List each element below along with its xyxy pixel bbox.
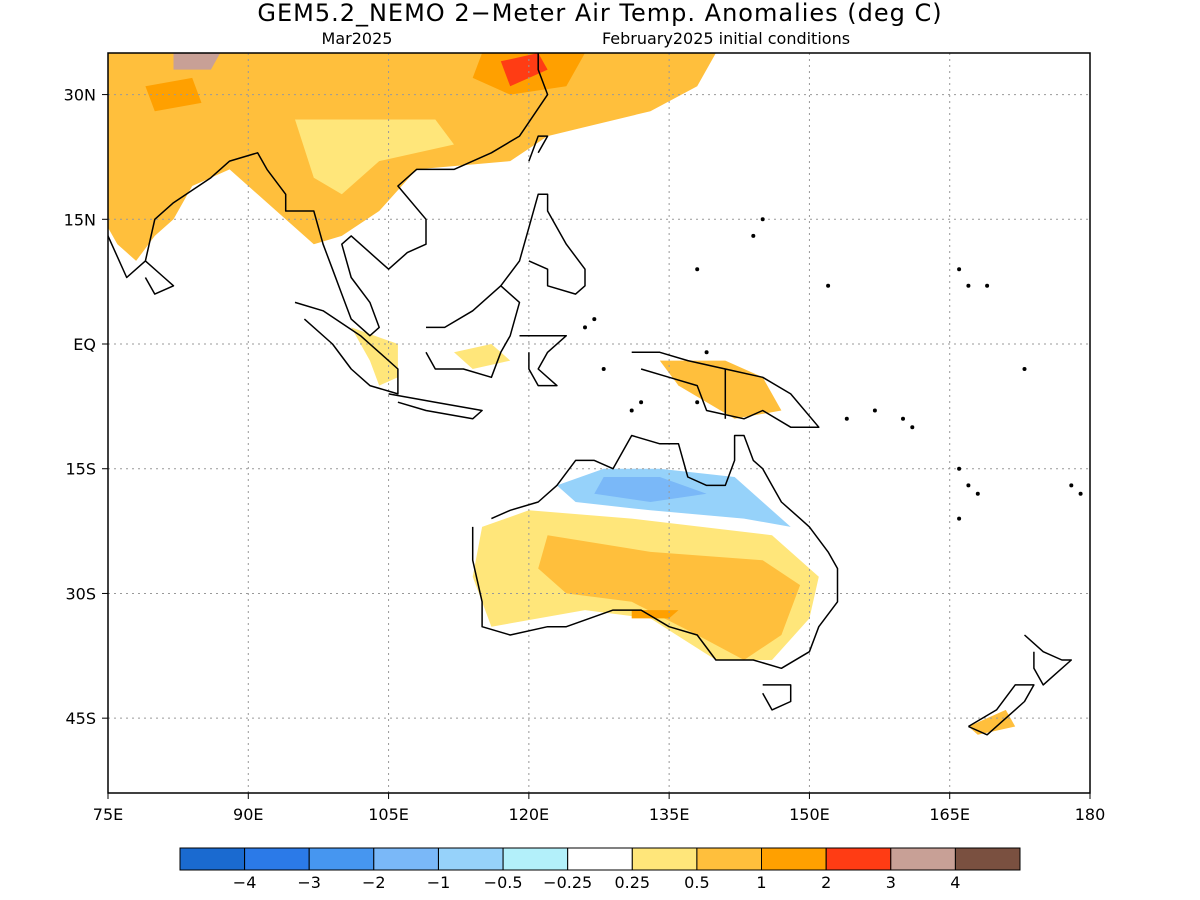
lon-tick-label: 75E — [93, 805, 123, 824]
colorbar-swatch — [308, 847, 375, 871]
anomaly-region-asia-warm — [108, 53, 716, 261]
island-dot — [966, 483, 971, 488]
valid-month: Mar2025 — [322, 29, 393, 48]
coastline — [425, 285, 521, 379]
map-frame — [107, 52, 1091, 794]
coastline — [528, 135, 549, 162]
anomaly-region-sumatra-mild — [351, 327, 398, 386]
island-dot — [639, 400, 644, 405]
colorbar-swatch — [631, 847, 698, 871]
colorbar-swatch — [890, 847, 956, 871]
coastline — [388, 393, 483, 420]
colorbar-label: 0.5 — [684, 873, 709, 892]
island-dot — [826, 283, 831, 288]
island-dot — [1022, 367, 1027, 371]
lon-tick-label: 165E — [929, 805, 970, 824]
anomaly-region-tibet-hot — [145, 77, 202, 112]
island-dot — [760, 217, 765, 222]
colorbar-swatch — [438, 847, 504, 871]
lon-tick-label: 105E — [368, 805, 409, 824]
island-dot — [957, 516, 962, 521]
figure-title: GEM5.2_NEMO 2−Meter Air Temp. Anomalies … — [257, 0, 942, 27]
island-dot — [985, 283, 990, 288]
island-dot — [872, 408, 877, 413]
lat-tick-label: 15N — [64, 210, 96, 229]
colorbar-swatch — [244, 847, 310, 871]
lon-tick-label: 90E — [233, 805, 263, 824]
coastline — [500, 193, 586, 295]
latitude-labels: 30N 15N EQ 15S 30S 45S — [64, 86, 108, 728]
island-dot — [601, 367, 606, 371]
lat-tick-label: 15S — [65, 460, 96, 479]
island-dot — [844, 416, 849, 421]
island-dot — [1069, 483, 1074, 488]
colorbar-label: −0.25 — [543, 873, 592, 892]
anomaly-region-mongolia-extreme — [173, 53, 221, 70]
island-dot — [695, 400, 700, 405]
coastline — [1024, 634, 1073, 686]
coastline — [631, 351, 820, 428]
colorbar-label: −4 — [233, 873, 257, 892]
island-dot — [957, 466, 962, 471]
island-dot — [966, 283, 971, 288]
lon-tick-label: 135E — [649, 805, 690, 824]
colorbar-swatch — [954, 847, 1021, 871]
coastline — [762, 684, 792, 711]
map-panel: 75E 90E 105E 120E 135E 150E 165E 180 30N 15N EQ 15… — [64, 52, 1106, 824]
island-dot — [957, 267, 962, 272]
colorbar-label: 1 — [756, 873, 766, 892]
coastline — [108, 53, 549, 337]
island-dot — [910, 425, 915, 430]
anomaly-region-australia-north-cooler — [594, 477, 707, 502]
anomaly-region-australia-warm — [538, 535, 801, 660]
colorbar-label: −0.5 — [484, 873, 523, 892]
lon-tick-label: 150E — [789, 805, 830, 824]
island-dot — [751, 233, 756, 238]
island-dot — [901, 416, 905, 421]
coastline — [144, 260, 175, 295]
colorbar-label: 0.25 — [614, 873, 650, 892]
island-dot — [1078, 491, 1083, 496]
colorbar: −4 −3 −2 −1 −0.5 −0.25 0.25 0.5 1 2 3 4 — [179, 847, 1021, 892]
lat-tick-label: 30S — [65, 584, 96, 603]
island-dot — [583, 325, 587, 330]
colorbar-label: −1 — [427, 873, 451, 892]
coastline — [294, 301, 399, 395]
lat-tick-label: EQ — [73, 335, 96, 354]
colorbar-label: 2 — [821, 873, 831, 892]
colorbar-swatch — [373, 847, 439, 871]
coastline — [519, 334, 568, 387]
anomaly-region-newzealand-warm — [968, 709, 1016, 735]
colorbar-swatch — [696, 847, 763, 871]
anomaly-fills — [108, 53, 1016, 735]
colorbar-label: 4 — [950, 873, 960, 892]
island-dot — [695, 267, 700, 272]
anomaly-region-china-red — [500, 53, 548, 87]
anomaly-region-asia-moderate — [295, 119, 454, 195]
colorbar-swatch — [502, 847, 569, 871]
lat-tick-label: 30N — [64, 86, 96, 105]
island-dot — [975, 491, 980, 496]
lon-tick-label: 180 — [1075, 805, 1106, 824]
island-dot — [704, 350, 709, 355]
longitude-labels: 75E 90E 105E 120E 135E 150E 165E 180 — [93, 793, 1106, 824]
coastline — [968, 684, 1035, 736]
coastline — [471, 434, 839, 670]
island-dot — [592, 317, 597, 322]
lon-tick-label: 120E — [509, 805, 550, 824]
lat-tick-label: 45S — [65, 709, 96, 728]
colorbar-swatch — [179, 847, 246, 871]
colorbar-swatch — [567, 847, 633, 871]
graticule — [108, 53, 1090, 793]
coastlines — [108, 53, 1083, 736]
colorbar-swatch — [825, 847, 892, 871]
colorbar-label: −2 — [362, 873, 386, 892]
colorbar-swatch — [761, 847, 827, 871]
colorbar-label: 3 — [886, 873, 896, 892]
island-dot — [629, 408, 634, 413]
colorbar-label: −3 — [297, 873, 321, 892]
initial-conditions: February2025 initial conditions — [602, 29, 850, 48]
